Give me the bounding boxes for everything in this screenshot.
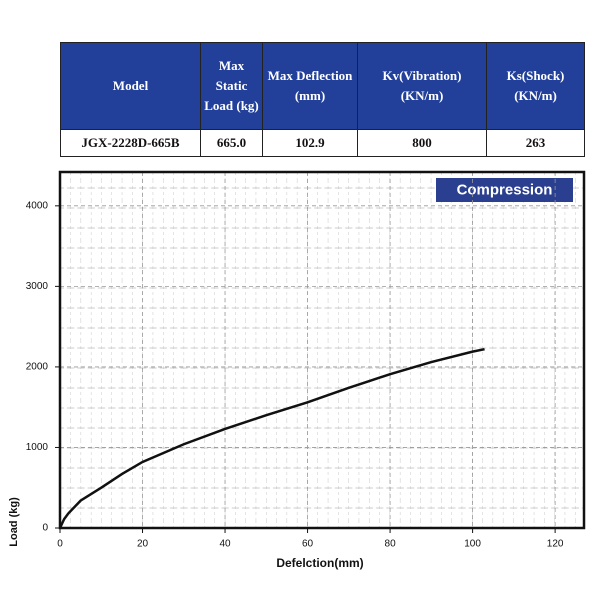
header-cell: Max Deflection (mm) [262, 42, 358, 130]
grid-pattern [60, 172, 584, 528]
header-row: Model Max Static Load (kg) Max Deflectio… [60, 42, 585, 130]
header-cell: Kv(Vibration) (KN/m) [357, 42, 487, 130]
x-tick-label: 0 [57, 539, 63, 550]
chart: Compression Defelction(mm) Load (kg) 0 10… [8, 170, 586, 570]
x-tick-label: 100 [464, 539, 481, 550]
y-tick-label: 3000 [26, 281, 49, 292]
x-tick-label: 80 [385, 539, 397, 550]
header-cell: Model [60, 42, 201, 130]
cell: JGX-2228D-665B [60, 129, 201, 157]
y-tick-label: 0 [42, 523, 48, 534]
data-row: JGX-2228D-665B 665.0 102.9 800 263 [60, 129, 585, 157]
x-tick-label: 120 [547, 539, 564, 550]
spec-table: Model Max Static Load (kg) Max Deflectio… [60, 42, 585, 157]
cell: 665.0 [200, 129, 263, 157]
x-axis-label: Defelction(mm) [276, 556, 363, 570]
y-tick-label: 1000 [26, 442, 49, 453]
data-line [58, 347, 485, 529]
y-axis-label: Load (kg) [8, 497, 20, 547]
header-cell: Max Static Load (kg) [200, 42, 263, 130]
header-cell: Ks(Shock) (KN/m) [486, 42, 585, 130]
x-tick-label: 40 [219, 539, 231, 550]
y-tick-label: 2000 [26, 362, 49, 373]
plot-frame [58, 170, 586, 530]
x-tick-label: 60 [302, 539, 314, 550]
cell: 102.9 [262, 129, 358, 157]
cell: 800 [357, 129, 487, 157]
cell: 263 [486, 129, 585, 157]
annotation: Compression [457, 181, 553, 198]
annotation-box [436, 178, 573, 202]
x-tick-label: 20 [137, 539, 149, 550]
y-tick-label: 4000 [26, 200, 49, 211]
